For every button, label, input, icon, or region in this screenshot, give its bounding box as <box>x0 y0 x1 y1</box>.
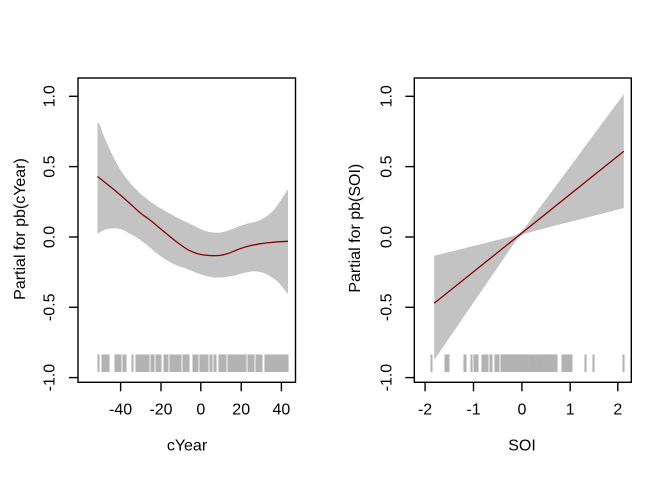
svg-text:20: 20 <box>232 402 250 419</box>
svg-text:0.0: 0.0 <box>42 226 59 248</box>
svg-text:-20: -20 <box>149 402 172 419</box>
svg-text:-0.5: -0.5 <box>379 293 396 321</box>
svg-text:0: 0 <box>517 402 526 419</box>
svg-text:-0.5: -0.5 <box>42 293 59 321</box>
svg-text:cYear: cYear <box>167 438 208 455</box>
svg-text:0.0: 0.0 <box>379 226 396 248</box>
svg-text:0.5: 0.5 <box>42 155 59 177</box>
svg-text:1.0: 1.0 <box>42 85 59 107</box>
svg-text:Partial for pb(cYear): Partial for pb(cYear) <box>12 158 29 300</box>
svg-text:1: 1 <box>566 402 575 419</box>
svg-text:SOI: SOI <box>508 438 536 455</box>
svg-text:-40: -40 <box>109 402 132 419</box>
svg-text:-1.0: -1.0 <box>379 364 396 392</box>
svg-text:2: 2 <box>613 402 622 419</box>
svg-text:0: 0 <box>196 402 205 419</box>
svg-text:-2: -2 <box>418 402 432 419</box>
svg-text:1.0: 1.0 <box>379 85 396 107</box>
svg-text:0.5: 0.5 <box>379 155 396 177</box>
svg-text:Partial for pb(SOI): Partial for pb(SOI) <box>347 164 364 293</box>
svg-text:-1.0: -1.0 <box>42 364 59 392</box>
svg-text:40: 40 <box>273 402 291 419</box>
svg-text:-1: -1 <box>466 402 480 419</box>
